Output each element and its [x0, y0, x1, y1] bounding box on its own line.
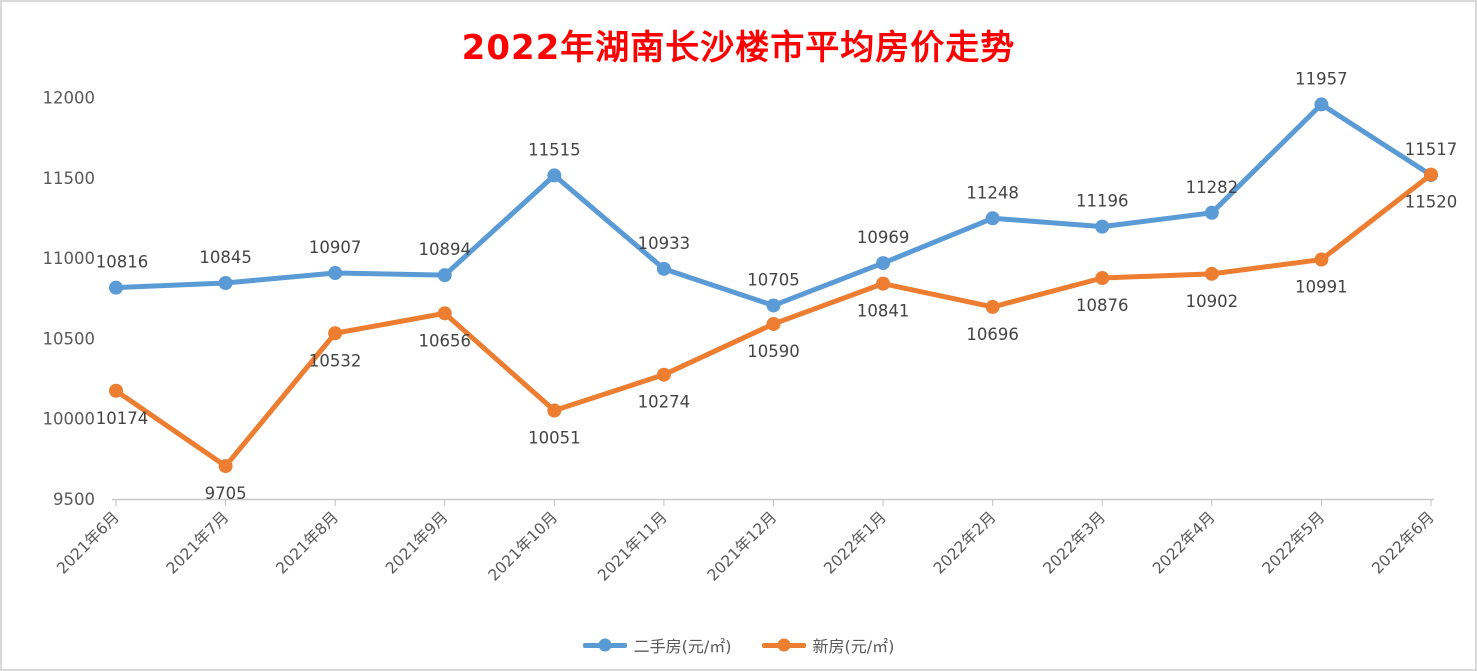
chart-title: 2022年湖南长沙楼市平均房价走势: [461, 28, 1016, 68]
secondhand-series-swatch-icon: [582, 638, 627, 652]
data-point-label: 10051: [528, 429, 581, 448]
data-point-label: 10845: [199, 248, 252, 267]
data-point-marker: [109, 280, 123, 295]
data-point-marker: [1095, 219, 1110, 234]
chart-legend: 二手房(元/㎡) 新房(元/㎡): [2, 633, 1475, 657]
data-point-marker: [218, 275, 233, 290]
x-axis-category-label: 2021年12月: [704, 508, 780, 584]
data-point-marker: [1204, 266, 1219, 281]
data-point-marker: [547, 168, 562, 183]
y-axis-tick-label: 11500: [43, 169, 96, 188]
data-point-marker: [985, 299, 1000, 314]
y-axis-tick-label: 12000: [43, 89, 96, 108]
x-axis-category-label: 2021年9月: [382, 508, 452, 578]
data-point-label: 10894: [419, 240, 472, 259]
data-point-label: 10907: [309, 238, 362, 257]
data-point-label: 10705: [747, 270, 800, 289]
data-point-marker: [876, 256, 891, 271]
data-point-marker: [1314, 97, 1329, 112]
y-axis-tick-label: 11000: [43, 249, 96, 268]
legend-label-newhouse: 新房(元/㎡): [812, 637, 895, 656]
data-point-label: 10696: [966, 325, 1019, 344]
x-axis-category-label: 2022年1月: [820, 508, 890, 578]
data-point-label: 11282: [1186, 178, 1239, 197]
data-point-label: 9705: [205, 484, 247, 503]
data-point-marker: [656, 367, 671, 382]
line-marker-icon: [598, 638, 612, 652]
x-axis-category-label: 2022年5月: [1259, 508, 1329, 578]
data-point-label: 10876: [1076, 296, 1129, 315]
data-point-label: 11520: [1405, 193, 1458, 212]
data-point-label: 10816: [96, 253, 149, 272]
newhouse-series-swatch-icon: [761, 638, 806, 652]
data-point-marker: [1204, 205, 1219, 220]
data-point-label: 10532: [309, 351, 362, 370]
data-point-label: 10991: [1295, 278, 1348, 297]
x-axis-category-label: 2021年11月: [594, 508, 670, 584]
data-point-label: 10933: [638, 234, 691, 253]
legend-label-secondhand: 二手房(元/㎡): [633, 637, 732, 656]
data-point-marker: [218, 459, 233, 474]
data-point-marker: [437, 306, 452, 321]
x-axis-category-label: 2022年2月: [930, 508, 1000, 578]
line-marker-icon: [777, 638, 790, 652]
data-point-marker: [547, 403, 562, 418]
data-point-label: 10590: [747, 342, 800, 361]
data-point-label: 11515: [528, 140, 581, 159]
x-axis-category-label: 2021年6月: [53, 508, 123, 578]
data-point-marker: [437, 268, 452, 283]
data-point-label: 11196: [1076, 192, 1129, 211]
x-axis-category-label: 2021年8月: [272, 508, 342, 578]
data-point-marker: [1424, 167, 1438, 182]
x-axis-category-label: 2022年3月: [1040, 508, 1110, 578]
data-point-label: 11248: [966, 183, 1019, 202]
data-point-marker: [766, 316, 781, 331]
data-point-marker: [656, 261, 671, 276]
data-point-label: 10969: [857, 228, 910, 247]
legend-item-newhouse: 新房(元/㎡): [761, 633, 895, 657]
data-point-marker: [1314, 252, 1329, 267]
x-axis-category-label: 2022年4月: [1149, 508, 1219, 578]
data-point-marker: [1095, 271, 1110, 286]
data-point-marker: [985, 211, 1000, 226]
data-point-marker: [328, 266, 343, 281]
x-axis-category-label: 2021年10月: [485, 508, 561, 584]
x-axis-category-label: 2022年6月: [1368, 508, 1438, 578]
y-axis-tick-label: 10500: [43, 329, 96, 348]
data-point-label: 10174: [96, 409, 149, 428]
data-point-label: 10274: [638, 393, 691, 412]
data-point-label: 10656: [419, 331, 472, 350]
y-axis-tick-label: 9500: [53, 490, 95, 509]
data-point-marker: [876, 276, 891, 291]
data-point-label: 11517: [1405, 140, 1458, 159]
x-axis-category-label: 2021年7月: [163, 508, 233, 578]
y-axis-tick-label: 10000: [43, 410, 96, 429]
data-point-marker: [109, 383, 123, 398]
data-point-label: 10841: [857, 302, 910, 321]
data-point-marker: [766, 298, 781, 313]
data-point-label: 10902: [1186, 292, 1239, 311]
data-point-marker: [328, 326, 343, 341]
data-point-label: 11957: [1295, 69, 1348, 88]
legend-item-secondhand: 二手房(元/㎡): [582, 633, 732, 657]
